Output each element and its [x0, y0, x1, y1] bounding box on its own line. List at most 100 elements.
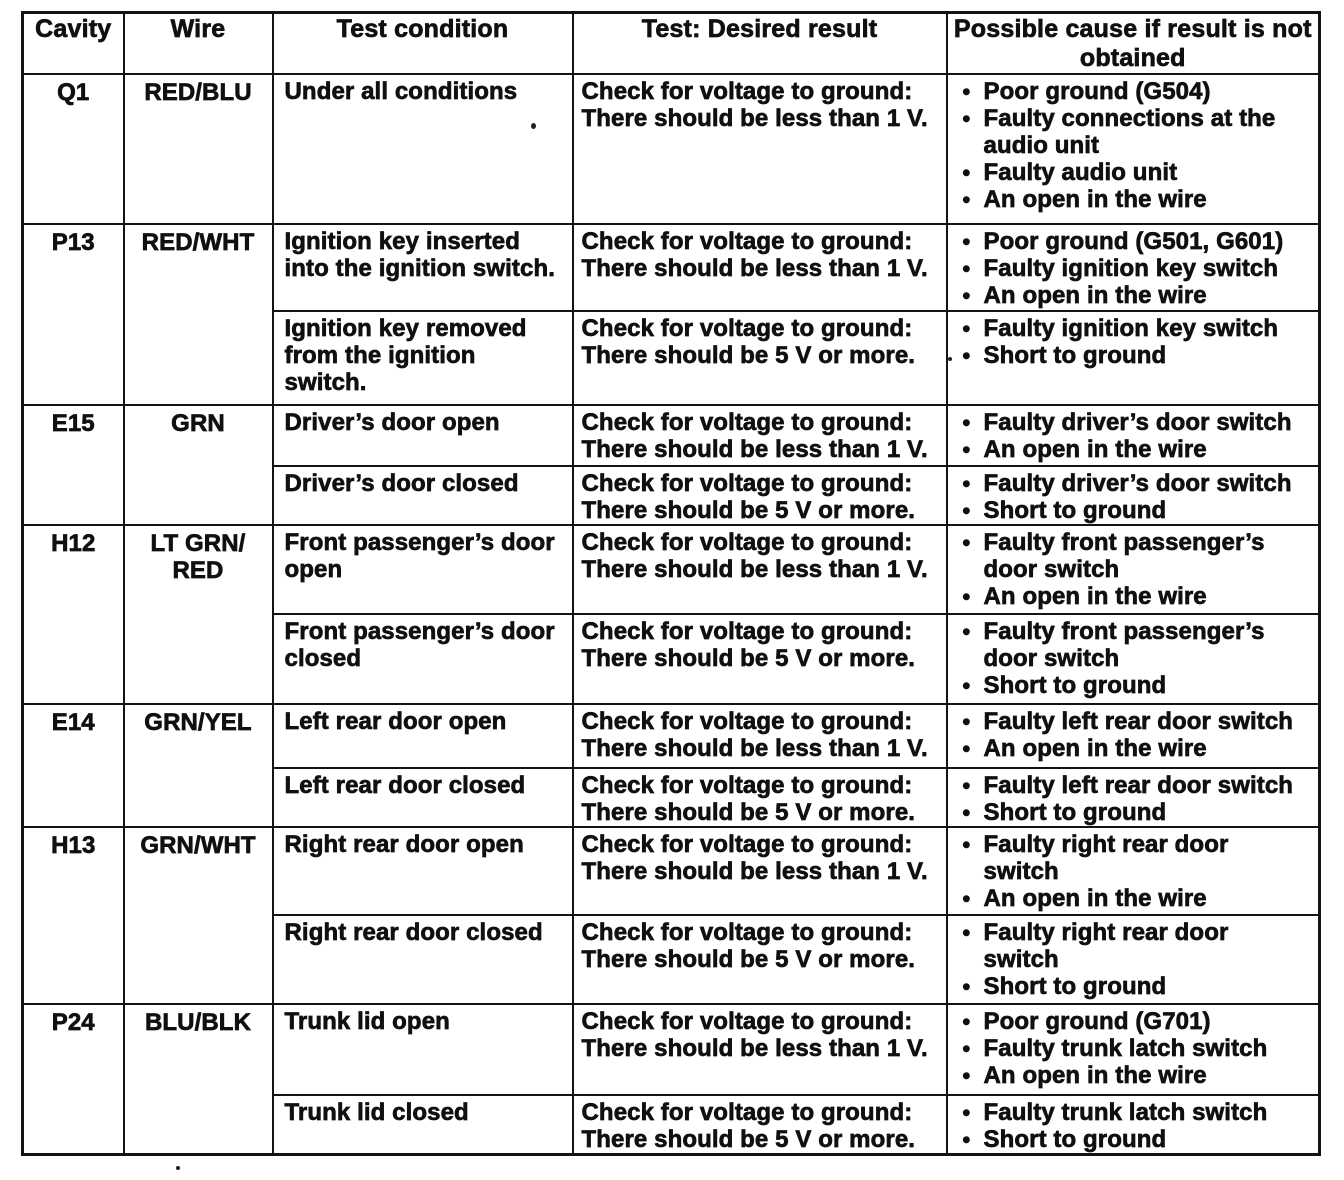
cause-item: • An open in the wire — [948, 1062, 1317, 1090]
cause-item: • Faulty driver’s door switch — [948, 470, 1317, 498]
cavity-cell: Q1 — [21, 73, 125, 225]
possible-cause-cell: • Faulty driver’s door switch • Short to gr… — [945, 465, 1321, 526]
bullet-icon: • — [962, 316, 971, 342]
bullet-icon: • — [962, 974, 971, 1000]
test-condition-cell: Right rear door closed — [271, 914, 574, 1005]
cause-item: • Faulty ignition key switch — [948, 315, 1317, 343]
row-E15-1: E15 GRN Driver’s door open Check for voltag… — [21, 404, 1321, 526]
header-row: Cavity Wire Test condition Test: Desired… — [21, 11, 1321, 75]
row-H13-1: H13 GRN/WHT Right rear door open Check for … — [21, 826, 1321, 1005]
cause-text: Poor ground (G701) — [983, 1008, 1211, 1036]
scan-speck — [176, 1166, 180, 1170]
wire-cell: LT GRN/ RED — [122, 524, 274, 705]
cause-text: Faulty trunk latch switch — [983, 1035, 1268, 1063]
desired-result-cell: Check for voltage to ground: There shoul… — [571, 1094, 948, 1156]
wire-cell: GRN/YEL — [122, 703, 274, 828]
cause-item: • Faulty ignition key switch — [948, 255, 1317, 283]
row-Q1-1: Q1 RED/BLU Under all conditions Check for v… — [21, 73, 1321, 225]
cause-text: Faulty right rear door switch — [983, 831, 1229, 886]
cause-item: • Short to ground — [948, 973, 1317, 1001]
wire-cell: RED/WHT — [122, 223, 274, 406]
test-condition-cell: Front passenger’s door open — [271, 524, 574, 615]
cause-item: • Short to ground — [948, 342, 1317, 370]
bullet-icon: • — [962, 673, 971, 699]
cause-item: • An open in the wire — [948, 885, 1317, 913]
cause-text: An open in the wire — [983, 1062, 1207, 1090]
cause-text: An open in the wire — [983, 282, 1207, 310]
cause-text: Short to ground — [983, 973, 1167, 1001]
cause-item: • An open in the wire — [948, 282, 1317, 310]
test-condition-cell: Trunk lid closed — [271, 1094, 574, 1156]
possible-cause-cell: • Faulty ignition key switch • Short to gro… — [945, 310, 1321, 406]
cause-item: • Poor ground (G701) — [948, 1008, 1317, 1036]
bullet-icon: • — [962, 283, 971, 309]
bullet-icon: • — [962, 256, 971, 282]
cause-text: Faulty trunk latch switch — [983, 1099, 1268, 1127]
cavity-cell: P24 — [21, 1003, 125, 1156]
row-H13-2: Right rear door closed Check for voltage … — [23, 914, 1321, 1005]
bullet-icon: • — [962, 471, 971, 497]
wire-cell: GRN — [122, 404, 274, 526]
bullet-icon: • — [962, 709, 971, 735]
desired-result-cell: Check for voltage to ground: There shoul… — [571, 465, 948, 526]
cause-text: Faulty audio unit — [983, 159, 1178, 187]
wire-cell: BLU/BLK — [122, 1003, 274, 1156]
row-E14-2: Left rear door closed Check for voltage t… — [23, 767, 1321, 828]
cause-item: • Faulty driver’s door switch — [948, 409, 1317, 437]
bullet-icon: • — [962, 619, 971, 645]
desired-result-cell: Check for voltage to ground: There shoul… — [571, 310, 948, 406]
possible-cause-cell: • Faulty left rear door switch • Short to g… — [945, 767, 1321, 828]
possible-cause-cell: • Faulty left rear door switch • An open in… — [945, 703, 1321, 769]
bullet-icon: • — [962, 1009, 971, 1035]
test-condition-cell: Right rear door open — [271, 826, 574, 916]
cause-item: • An open in the wire — [948, 583, 1317, 611]
cause-item: • Short to ground — [948, 799, 1317, 827]
wire-cell: GRN/WHT — [122, 826, 274, 1005]
cause-item: • Faulty right rear door switch — [948, 919, 1317, 974]
cavity-cell: H13 — [21, 826, 125, 1005]
cause-text: Short to ground — [983, 672, 1167, 700]
row-E14-1: E14 GRN/YEL Left rear door open Check for v… — [21, 703, 1321, 828]
cause-text: Poor ground (G504) — [983, 78, 1211, 106]
bullet-icon: • — [962, 437, 971, 463]
cause-item: • Faulty trunk latch switch — [948, 1035, 1317, 1063]
header-desired-result: Test: Desired result — [571, 11, 948, 75]
header-wire: Wire — [122, 11, 274, 75]
cause-item: • Faulty front passenger’s door switch — [948, 529, 1317, 584]
bullet-icon: • — [962, 1100, 971, 1126]
cause-item: • Faulty connections at the audio unit — [948, 105, 1317, 160]
header-test-condition: Test condition — [271, 11, 574, 75]
bullet-icon: • — [962, 187, 971, 213]
desired-result-cell: Check for voltage to ground: There shoul… — [571, 223, 948, 312]
cause-text: Faulty driver’s door switch — [983, 409, 1292, 437]
bullet-icon: • — [962, 800, 971, 826]
bullet-icon: • — [962, 584, 971, 610]
cavity-cell: P13 — [21, 223, 125, 406]
cause-text: Short to ground — [983, 342, 1167, 370]
possible-cause-cell: • Faulty right rear door switch • Short to … — [945, 914, 1321, 1005]
possible-cause-cell: • Faulty right rear door switch • An open i… — [945, 826, 1321, 916]
cause-text: Faulty front passenger’s door switch — [983, 618, 1265, 673]
cause-text: Faulty ignition key switch — [983, 315, 1279, 343]
possible-cause-cell: • Poor ground (G701) • Faulty trunk latch s… — [945, 1003, 1321, 1096]
row-H12-2: Front passenger’s door closed Check for v… — [23, 613, 1321, 705]
cavity-cell: E15 — [21, 404, 125, 526]
cause-item: • An open in the wire — [948, 436, 1317, 464]
cause-item: • Poor ground (G501, G601) — [948, 228, 1317, 256]
desired-result-cell: Check for voltage to ground: There shoul… — [571, 914, 948, 1005]
bullet-icon: • — [962, 1127, 971, 1153]
possible-cause-cell: • Poor ground (G504) • Faulty connections a… — [945, 73, 1321, 225]
desired-result-cell: Check for voltage to ground: There shoul… — [571, 767, 948, 828]
test-condition-cell: Ignition key removed from the ignition s… — [271, 310, 574, 406]
test-condition-cell: Under all conditions — [271, 73, 574, 225]
possible-cause-cell: • Faulty driver’s door switch • An open in … — [945, 404, 1321, 467]
cause-text: An open in the wire — [983, 583, 1207, 611]
cause-text: Faulty ignition key switch — [983, 255, 1279, 283]
cause-item: • Short to ground — [948, 497, 1317, 525]
possible-cause-cell: • Faulty trunk latch switch • Short to grou… — [945, 1094, 1321, 1156]
cause-item: • Faulty audio unit — [948, 159, 1317, 187]
bullet-icon: • — [962, 736, 971, 762]
bullet-icon: • — [962, 343, 971, 369]
bullet-icon: • — [962, 229, 971, 255]
table-body: Q1 RED/BLU Under all conditions Check for v… — [21, 73, 1321, 1156]
